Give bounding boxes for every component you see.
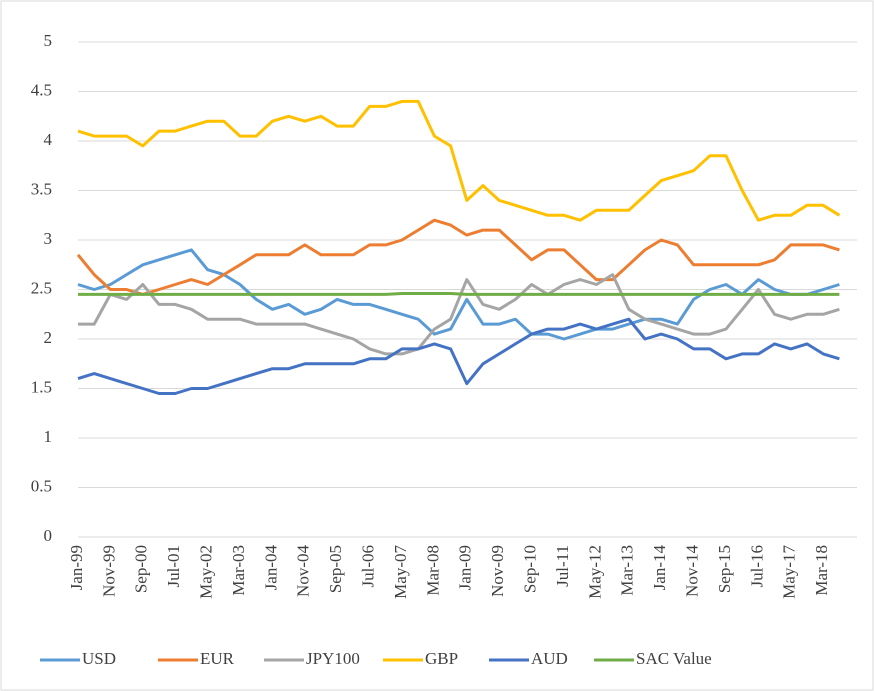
x-tick-label: Jan-09: [456, 545, 475, 590]
x-tick-label: May-02: [197, 545, 216, 599]
x-tick-label: Jul-06: [359, 545, 378, 588]
chart: 0 0.5 1 1.5 2 2.5 3 3.5 4 4.5 5 Jan-99 Nov-99 Sep-00 J…: [0, 0, 874, 691]
x-tick-label: Nov-09: [488, 545, 507, 597]
y-tick-label: 0.5: [31, 476, 52, 495]
x-tick-label: Jan-14: [650, 545, 669, 591]
y-tick-label: 1.5: [31, 377, 52, 396]
y-tick-label: 3: [44, 229, 53, 248]
x-tick-label: Mar-13: [618, 545, 637, 596]
x-tick-label: May-07: [391, 545, 410, 599]
x-tick-label: Jan-99: [67, 545, 86, 590]
x-tick-label: Mar-08: [423, 545, 442, 596]
y-tick-label: 4: [44, 130, 53, 149]
y-tick-label: 1: [44, 427, 53, 446]
legend-label: SAC Value: [636, 649, 712, 668]
x-tick-label: Jul-16: [747, 545, 766, 588]
x-tick-label: Sep-00: [132, 545, 151, 593]
x-tick-label: Sep-05: [326, 545, 345, 593]
x-tick-label: Sep-10: [521, 545, 540, 593]
x-tick-label: Mar-03: [229, 545, 248, 596]
x-tick-label: Mar-18: [812, 545, 831, 596]
series-line: [78, 294, 839, 295]
y-tick-label: 3.5: [31, 179, 52, 198]
x-tick-label: May-12: [585, 545, 604, 599]
x-tick-label: Jul-01: [164, 545, 183, 588]
x-tick-label: Jan-04: [261, 545, 280, 591]
x-tick-label: Sep-15: [715, 545, 734, 593]
y-tick-label: 2: [44, 328, 53, 347]
legend-label: GBP: [425, 649, 458, 668]
y-tick-label: 5: [44, 31, 53, 50]
x-tick-label: Nov-99: [99, 545, 118, 597]
x-tick-label: Nov-14: [683, 545, 702, 597]
x-tick-label: Jul-11: [553, 545, 572, 587]
legend-label: USD: [82, 649, 116, 668]
y-tick-label: 4.5: [31, 80, 52, 99]
y-tick-label: 2.5: [31, 278, 52, 297]
legend-label: AUD: [531, 649, 568, 668]
x-tick-label: Nov-04: [294, 545, 313, 597]
x-tick-label: May-17: [780, 545, 799, 599]
legend-label: EUR: [200, 649, 235, 668]
y-tick-label: 0: [44, 526, 53, 545]
legend-label: JPY100: [306, 649, 360, 668]
